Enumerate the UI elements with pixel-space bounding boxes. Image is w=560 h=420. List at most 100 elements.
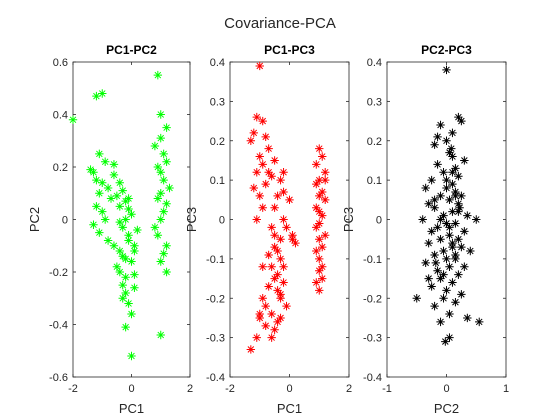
x-tick-label: 0 [128, 383, 134, 395]
data-point [451, 298, 459, 306]
y-tick-label: 0 [62, 215, 68, 227]
data-point [445, 223, 453, 231]
y-tick-label: -0.1 [363, 254, 382, 266]
data-point [460, 156, 468, 164]
data-point [445, 310, 453, 318]
data-point [267, 263, 275, 271]
y-tick-label: 0.2 [53, 162, 68, 174]
x-tick-label: -2 [225, 383, 235, 395]
data-point [427, 282, 435, 290]
x-axis-label: PC1 [277, 401, 302, 416]
data-point [159, 249, 167, 257]
x-tick-label: -1 [382, 383, 392, 395]
data-point [127, 257, 135, 265]
data-point [157, 168, 165, 176]
data-point [318, 243, 326, 251]
y-tick-label: 0.2 [210, 136, 225, 148]
data-point [436, 192, 444, 200]
data-point [157, 215, 165, 223]
data-point [279, 263, 287, 271]
data-point [247, 345, 255, 353]
data-point [116, 179, 124, 187]
y-tick-label: 0 [376, 215, 382, 227]
data-point [475, 318, 483, 326]
data-point [98, 207, 106, 215]
data-point [267, 310, 275, 318]
data-point [447, 144, 455, 152]
y-tick-label: -0.3 [206, 333, 225, 345]
data-point [439, 270, 447, 278]
data-point [276, 235, 284, 243]
data-point [264, 168, 272, 176]
data-point [430, 203, 438, 211]
data-point [441, 337, 449, 345]
data-point [250, 184, 258, 192]
data-point [127, 310, 135, 318]
y-tick-label: 0.2 [367, 136, 382, 148]
data-point [159, 207, 167, 215]
data-point [448, 243, 456, 251]
data-point [279, 168, 287, 176]
y-tick-label: 0.6 [53, 57, 68, 69]
x-tick-label: 2 [346, 383, 352, 395]
data-point [427, 176, 435, 184]
y-tick-label: 0.1 [367, 175, 382, 187]
data-point [154, 231, 162, 239]
data-point [264, 251, 272, 259]
x-axis-label: PC1 [119, 401, 144, 416]
data-point [130, 284, 138, 292]
data-point [291, 239, 299, 247]
y-tick-label: 0.4 [210, 57, 225, 69]
data-point [95, 189, 103, 197]
y-tick-label: -0.1 [206, 254, 225, 266]
x-axis-label: PC2 [434, 401, 459, 416]
data-point [442, 255, 450, 263]
subplot-2: PC1-PC3-2 0 2-0.4-0.3-0.2-0.100.10.20.30.4… [184, 43, 352, 416]
data-point [315, 286, 323, 294]
y-tick-label: 0 [219, 215, 225, 227]
data-point [276, 255, 284, 263]
data-point [270, 326, 278, 334]
data-point [267, 333, 275, 341]
data-point [448, 129, 456, 137]
x-tick-label: 2 [187, 383, 193, 395]
y-tick-label: -0.6 [49, 372, 68, 384]
data-point [262, 322, 270, 330]
data-point [312, 180, 320, 188]
data-point [430, 302, 438, 310]
data-point [130, 242, 138, 250]
data-point [154, 71, 162, 79]
data-point [270, 156, 278, 164]
data-point [259, 160, 267, 168]
data-point [454, 235, 462, 243]
data-point [282, 223, 290, 231]
data-point [321, 231, 329, 239]
y-tick-label: 0.3 [367, 96, 382, 108]
data-point [276, 314, 284, 322]
data-point [433, 133, 441, 141]
data-point [451, 219, 459, 227]
data-point [436, 318, 444, 326]
data-point [282, 302, 290, 310]
data-point [433, 223, 441, 231]
data-point [124, 299, 132, 307]
x-tick-label: 0 [443, 383, 449, 395]
data-point [451, 192, 459, 200]
data-point [315, 144, 323, 152]
y-axis-label: PC2 [27, 207, 42, 232]
data-point [315, 192, 323, 200]
data-point [430, 196, 438, 204]
x-tick-label: 0 [286, 383, 292, 395]
data-point [445, 263, 453, 271]
data-point [276, 176, 284, 184]
data-point [421, 259, 429, 267]
y-tick-label: -0.2 [363, 293, 382, 305]
data-point [127, 352, 135, 360]
plot-area [73, 62, 190, 377]
data-point [101, 215, 109, 223]
y-tick-label: 0.1 [210, 175, 225, 187]
data-point [436, 235, 444, 243]
data-point [439, 294, 447, 302]
data-point [442, 286, 450, 294]
data-point [288, 231, 296, 239]
